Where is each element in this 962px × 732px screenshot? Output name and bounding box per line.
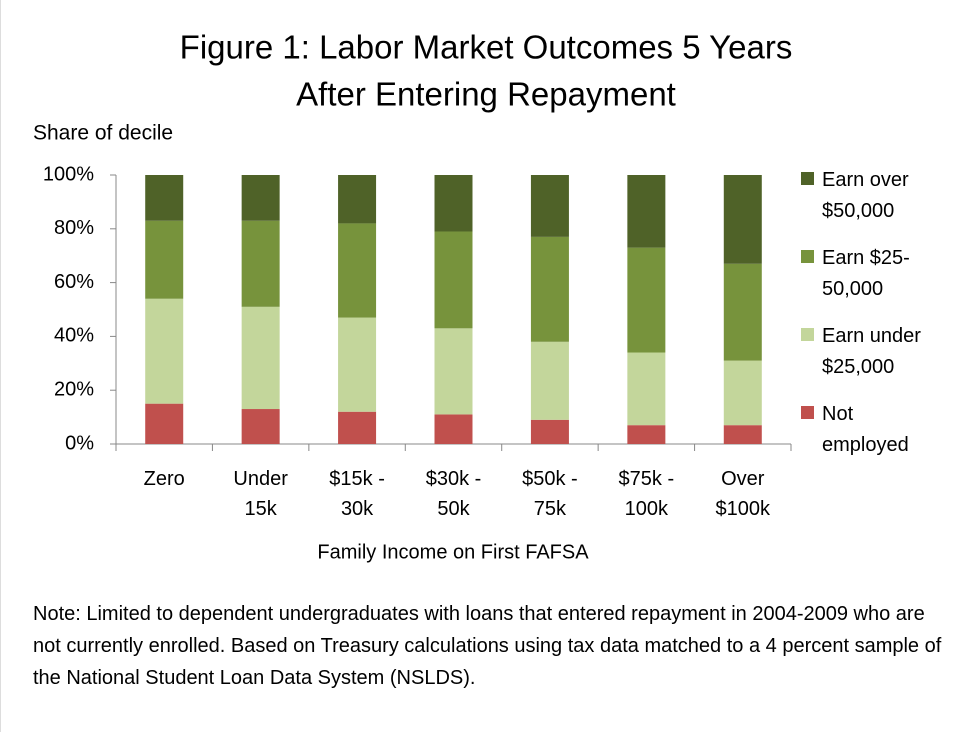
x-tick-label: $75k - 100k bbox=[619, 468, 675, 520]
x-tick-label-line: 100k bbox=[625, 498, 669, 520]
y-tick-label: 0% bbox=[65, 432, 94, 454]
bar-segment bbox=[627, 425, 666, 444]
bar-segment bbox=[241, 409, 280, 444]
bar-segment bbox=[434, 231, 473, 329]
bar-segment bbox=[627, 175, 666, 248]
legend-item: Earn under $25,000 bbox=[801, 321, 951, 399]
x-tick-label-line: 50k bbox=[437, 498, 470, 520]
bar-segment bbox=[338, 223, 377, 318]
x-tick-label: Zero bbox=[144, 468, 185, 490]
x-tick-label-line: $30k - bbox=[426, 468, 482, 490]
bar-segment bbox=[241, 306, 280, 410]
y-tick-label: 40% bbox=[54, 325, 94, 347]
legend-label: Earn under $25,000 bbox=[822, 325, 921, 378]
bar-segment bbox=[145, 175, 184, 221]
x-tick-label: $30k - 50k bbox=[426, 468, 482, 520]
x-tick-label-line: Over bbox=[721, 468, 765, 490]
x-tick-label: Under 15k bbox=[233, 468, 288, 520]
bar-segment bbox=[723, 360, 762, 426]
bar-segment bbox=[627, 247, 666, 353]
bar-segment bbox=[241, 220, 280, 307]
legend-label: Earn $25-50,000 bbox=[822, 247, 910, 300]
bar-segment bbox=[530, 175, 569, 237]
x-tick-label-line: $15k - bbox=[329, 468, 385, 490]
x-axis-label: Family Income on First FAFSA bbox=[317, 541, 589, 563]
bar-segment bbox=[434, 328, 473, 415]
bar-segment bbox=[434, 414, 473, 444]
bar-segment bbox=[338, 175, 377, 224]
bar-segment bbox=[627, 352, 666, 426]
bar-segment bbox=[723, 175, 762, 264]
bar-segment bbox=[530, 341, 569, 420]
bar-segment bbox=[145, 220, 184, 299]
legend-swatch bbox=[801, 172, 814, 185]
y-tick-label: 20% bbox=[54, 378, 94, 400]
y-axis-label: Share of decile bbox=[33, 122, 173, 145]
chart: Figure 1: Labor Market Outcomes 5 Years … bbox=[33, 29, 793, 564]
x-tick-label-line: $50k - bbox=[522, 468, 578, 490]
chart-title: Figure 1: Labor Market Outcomes 5 Years bbox=[180, 29, 793, 66]
note: Note: Limited to dependent undergraduate… bbox=[33, 603, 942, 689]
legend-item: Earn over $50,000 bbox=[801, 165, 951, 243]
bar-segment bbox=[530, 236, 569, 342]
x-tick-label-line: 30k bbox=[341, 498, 374, 520]
legend-label: Not employed bbox=[822, 403, 909, 456]
legend-swatch bbox=[801, 328, 814, 341]
legend-label: Earn over $50,000 bbox=[822, 169, 909, 222]
legend-item: Earn $25-50,000 bbox=[801, 243, 951, 321]
bar-segment bbox=[145, 403, 184, 444]
y-tick-label: 80% bbox=[54, 217, 94, 239]
x-tick-label: Over $100k bbox=[716, 468, 771, 520]
x-tick-label: $15k - 30k bbox=[329, 468, 385, 520]
x-tick-label-line: $100k bbox=[716, 498, 771, 520]
bar-segment bbox=[723, 263, 762, 361]
bar-segment bbox=[338, 317, 377, 412]
x-tick-label-line: 15k bbox=[245, 498, 278, 520]
bar-segment bbox=[338, 411, 377, 444]
y-tick-label: 60% bbox=[54, 271, 94, 293]
bar-segment bbox=[241, 175, 280, 221]
bar-segment bbox=[723, 425, 762, 444]
legend-swatch bbox=[801, 250, 814, 263]
y-tick-label: 100% bbox=[43, 163, 94, 185]
chart-title: After Entering Repayment bbox=[296, 76, 676, 113]
legend-item: Not employed bbox=[801, 399, 951, 477]
x-tick-label-line: Zero bbox=[144, 468, 185, 490]
x-tick-label-line: $75k - bbox=[619, 468, 675, 490]
x-tick-label-line: 75k bbox=[534, 498, 567, 520]
legend: Earn over $50,000 Earn $25-50,000 Earn und… bbox=[801, 165, 951, 477]
x-tick-label-line: Under bbox=[233, 468, 288, 490]
bar-segment bbox=[530, 419, 569, 444]
x-tick-label: $50k - 75k bbox=[522, 468, 578, 520]
bar-segment bbox=[145, 298, 184, 404]
bar-segment bbox=[434, 175, 473, 232]
legend-swatch bbox=[801, 406, 814, 419]
